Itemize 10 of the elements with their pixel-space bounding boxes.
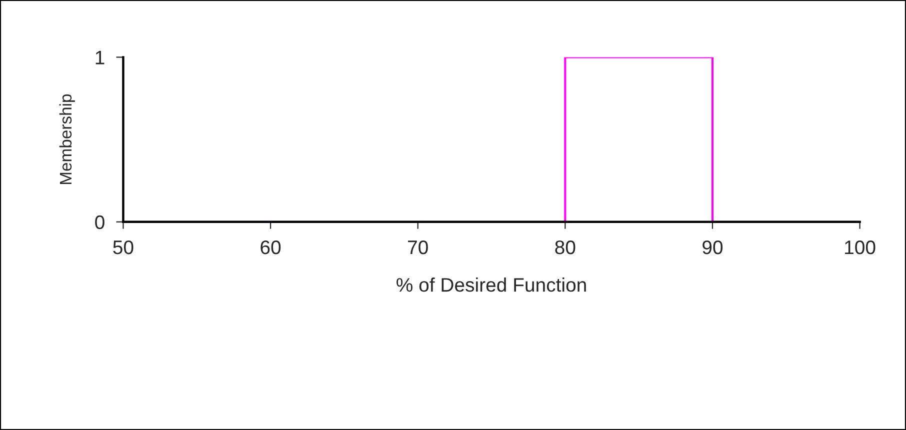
y-tick-label: 0: [95, 215, 104, 230]
x-tick-label: 90: [702, 240, 723, 254]
x-tick-label: 70: [408, 240, 428, 254]
x-axis-title: % of Desired Function: [396, 278, 586, 292]
x-tick-label: 80: [555, 240, 576, 254]
y-tick-label: 1: [96, 50, 104, 64]
x-tick-label: 50: [113, 240, 134, 254]
x-tick-label: 100: [845, 240, 876, 254]
y-axis-title: Membership: [59, 94, 75, 184]
x-tick-label: 60: [260, 240, 281, 254]
